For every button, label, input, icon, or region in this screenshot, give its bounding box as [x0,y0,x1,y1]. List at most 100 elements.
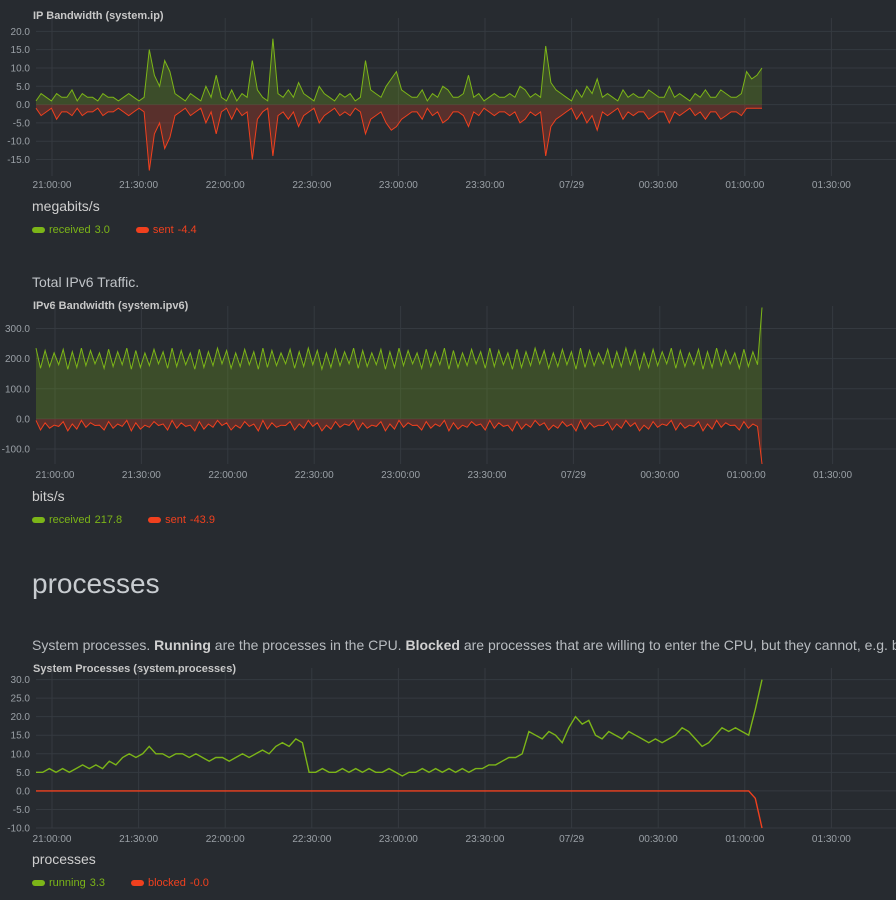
ipv6-legend: received 217.8 sent -43.9 [32,514,215,526]
ip-received-area [36,38,762,105]
y-tick-label: 0.0 [16,414,30,425]
received-swatch-icon [32,517,45,523]
y-tick-label: 15.0 [11,731,31,742]
ipv6-description: Total IPv6 Traffic. [32,274,140,290]
y-tick-label: 0.0 [16,786,30,797]
x-tick-label: 00:30:00 [639,834,678,845]
x-tick-label: 00:30:00 [639,180,678,191]
x-tick-label: 23:00:00 [379,834,418,845]
x-tick-label: 01:00:00 [725,180,764,191]
processes-description: System processes. Running are the proces… [32,637,896,653]
y-tick-label: 100.0 [5,384,30,395]
desc-text: are the processes in the CPU. [210,637,406,653]
ipv6-units-label: bits/s [32,488,65,504]
y-tick-label: -15.0 [7,155,30,166]
sent-swatch-icon [135,227,149,233]
ip-sent-area [36,104,762,171]
ip-received-series-line [35,38,763,102]
ip-sent-series-line [35,107,762,171]
legend-label: running [49,877,86,889]
x-tick-label: 07/29 [561,470,586,481]
y-tick-label: 25.0 [11,694,31,705]
sent-swatch-icon [148,517,162,523]
section-title-processes: processes [32,568,160,599]
x-tick-label: 01:00:00 [727,470,766,481]
legend-value: 3.3 [89,877,105,889]
x-tick-label: 21:30:00 [119,834,158,845]
ip-bandwidth-chart[interactable]: IP Bandwidth (system.ip) 20.0 15.0 10.0 5.0… [0,0,896,196]
x-tick-label: 00:30:00 [640,470,679,481]
ip-legend: received 3.0 sent -4.4 [32,224,197,236]
x-tick-label: 22:00:00 [208,470,247,481]
y-tick-label: -10.0 [7,824,30,835]
legend-label: received [49,224,91,236]
y-tick-label: 300.0 [5,324,30,335]
processes-chart-title: System Processes (system.processes) [33,663,236,675]
ipv6-chart-title: IPv6 Bandwidth (system.ipv6) [33,300,189,312]
ipv6-sent-series-line [35,419,763,465]
x-tick-label: 07/29 [559,180,584,191]
x-tick-label: 21:00:00 [33,834,72,845]
x-tick-label: 23:30:00 [468,470,507,481]
x-tick-label: 22:00:00 [206,180,245,191]
processes-units-label: processes [32,851,96,867]
x-tick-label: 22:00:00 [206,834,245,845]
ip-units-label: megabits/s [32,198,100,214]
x-tick-label: 21:30:00 [122,470,161,481]
y-tick-label: -100.0 [2,444,31,455]
y-tick-label: 5.0 [16,768,30,779]
y-tick-label: 20.0 [11,27,31,38]
x-tick-label: 01:00:00 [725,834,764,845]
y-tick-label: -5.0 [13,118,31,129]
blocked-swatch-icon [131,880,144,886]
x-tick-label: 23:00:00 [379,180,418,191]
received-swatch-icon [32,227,45,233]
desc-text: are processes that are willing to enter … [459,637,896,653]
x-tick-label: 21:00:00 [33,180,72,191]
x-tick-label: 22:30:00 [295,470,334,481]
x-tick-label: 01:30:00 [812,834,851,845]
system-processes-chart[interactable]: System Processes (system.processes) 30.0… [0,656,896,852]
y-tick-label: -5.0 [13,805,31,816]
desc-bold-running: Running [154,637,211,653]
legend-item-sent[interactable]: sent -4.4 [135,224,197,236]
x-tick-label: 01:30:00 [812,180,851,191]
x-tick-label: 21:30:00 [119,180,158,191]
ipv6-received-series-line [35,307,763,372]
y-tick-label: 10.0 [11,749,31,760]
ipv6-received-area [36,307,762,419]
legend-item-blocked[interactable]: blocked -0.0 [131,877,209,889]
legend-value: -4.4 [177,224,197,236]
processes-blocked-series-line [36,790,763,829]
legend-label: sent [152,224,174,236]
y-tick-label: 0.0 [16,100,30,111]
processes-legend: running 3.3 blocked -0.0 [32,877,209,889]
legend-item-received[interactable]: received 3.0 [32,224,110,236]
legend-item-sent[interactable]: sent -43.9 [148,514,215,526]
y-tick-label: 20.0 [11,712,31,723]
ipv6-bandwidth-chart[interactable]: IPv6 Bandwidth (system.ipv6) 300.0 200.0 1… [0,292,896,488]
x-tick-label: 01:30:00 [813,470,852,481]
legend-value: -43.9 [189,514,215,526]
x-tick-label: 07/29 [559,834,584,845]
legend-value: -0.0 [189,877,209,889]
y-tick-label: 10.0 [11,63,31,74]
processes-running-series-line [36,679,763,777]
x-tick-label: 22:30:00 [292,180,331,191]
x-tick-label: 23:00:00 [381,470,420,481]
legend-label: blocked [148,877,186,889]
legend-value: 217.8 [94,514,123,526]
y-tick-label: 5.0 [16,82,30,93]
ipv6-sent-area [36,418,762,464]
legend-item-running[interactable]: running 3.3 [32,877,105,889]
legend-label: received [49,514,91,526]
y-tick-label: 200.0 [5,354,30,365]
x-tick-label: 23:30:00 [466,834,505,845]
desc-bold-blocked: Blocked [405,637,460,653]
x-tick-label: 23:30:00 [466,180,505,191]
y-tick-label: 15.0 [11,45,31,56]
y-tick-label: -10.0 [7,137,30,148]
y-tick-label: 30.0 [11,675,31,686]
legend-item-received[interactable]: received 217.8 [32,514,122,526]
x-tick-label: 22:30:00 [292,834,331,845]
